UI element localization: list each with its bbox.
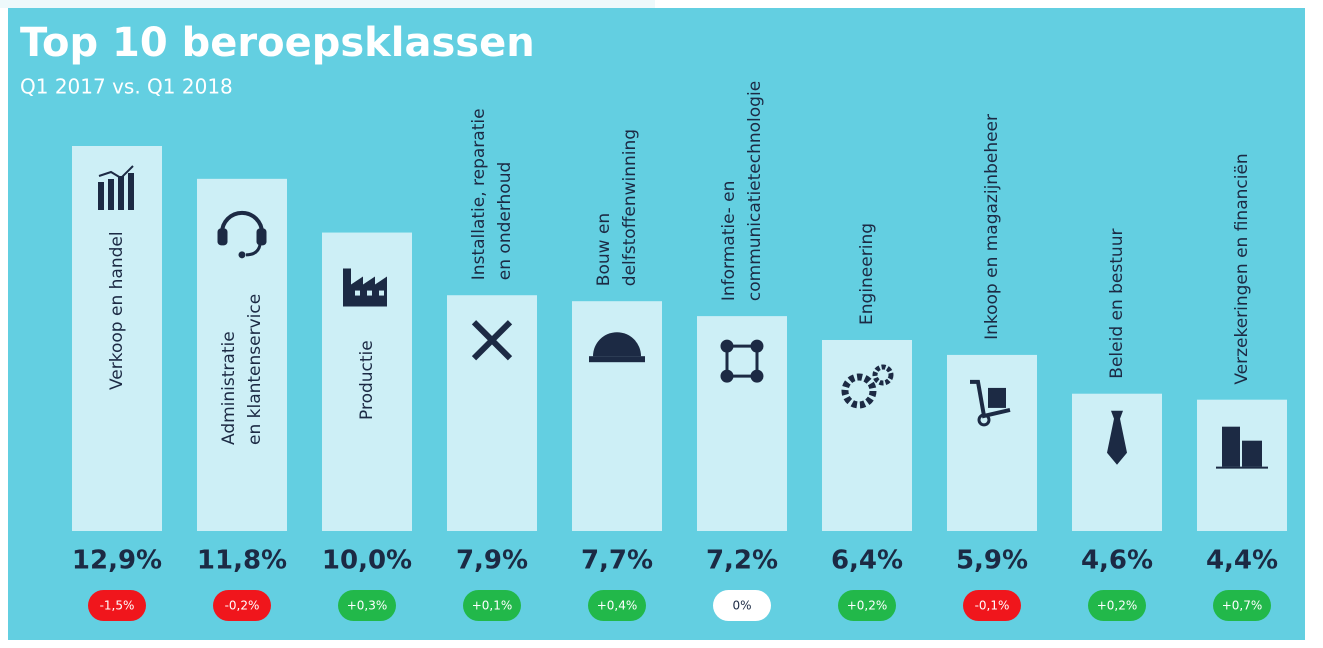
category-label: Productie: [357, 340, 377, 420]
value-label: 7,7%: [581, 546, 653, 576]
category-label: Bouw en: [594, 213, 614, 286]
category-label: Informatie- en: [719, 181, 739, 301]
icon-part: [841, 373, 877, 409]
change-badge: [213, 590, 271, 621]
bar: [822, 339, 912, 531]
icon-part: [589, 356, 645, 363]
icon-part: [720, 369, 734, 383]
bar-icon: [217, 210, 267, 259]
icon-part: [970, 379, 1011, 419]
icon-part: [1242, 440, 1262, 467]
bar-icon: [1107, 410, 1127, 465]
bar-icon: [841, 364, 894, 409]
icon-part: [118, 176, 124, 210]
value-label: 4,6%: [1081, 546, 1153, 576]
change-badge: [463, 590, 521, 621]
bar: [697, 316, 787, 531]
icon-part: [220, 210, 264, 233]
icon-part: [988, 387, 1006, 408]
bar-icon: [970, 379, 1011, 427]
category-label: delfstoffenwinning: [620, 129, 640, 286]
change-badge: [88, 590, 146, 621]
change-label: -1,5%: [100, 599, 135, 613]
icon-part: [355, 290, 360, 296]
icon-part: [750, 339, 764, 353]
change-badge: [1088, 590, 1146, 621]
category-label: Verkoop en handel: [107, 231, 127, 390]
icon-part: [1222, 426, 1240, 467]
change-label: +0,2%: [847, 599, 888, 613]
category-label: Administratie: [219, 331, 239, 445]
chart-subtitle: Q1 2017 vs. Q1 2018: [20, 75, 233, 99]
icon-part: [750, 369, 764, 383]
icon-part: [872, 364, 894, 386]
icon-part: [238, 251, 246, 259]
bar-icon: [1216, 426, 1268, 469]
bar-icon: [98, 165, 134, 210]
value-label: 7,2%: [706, 546, 778, 576]
value-label: 12,9%: [72, 546, 162, 576]
bar: [72, 146, 162, 531]
category-label: Verzekeringen en financiën: [1232, 153, 1252, 384]
change-badge: [338, 590, 396, 621]
chart-title: Top 10 beroepsklassen: [20, 20, 535, 66]
icon-part: [1107, 410, 1127, 465]
value-label: 10,0%: [322, 546, 412, 576]
change-badge: [713, 590, 771, 621]
bar: [447, 295, 537, 531]
change-label: +0,7%: [1222, 599, 1263, 613]
icon-part: [725, 344, 759, 378]
value-label: 7,9%: [456, 546, 528, 576]
change-label: +0,4%: [597, 599, 638, 613]
top-strip: [0, 0, 655, 8]
category-label: Beleid en bestuur: [1107, 229, 1127, 379]
value-label: 4,4%: [1206, 546, 1278, 576]
icon-part: [343, 268, 387, 307]
change-badge: [1213, 590, 1271, 621]
category-label: Inkoop en magazijnbeheer: [982, 114, 1002, 340]
bar-icon: [720, 339, 764, 383]
icon-part: [379, 290, 384, 296]
bar: [197, 178, 287, 531]
change-label: +0,2%: [1097, 599, 1138, 613]
icon-part: [128, 173, 134, 210]
value-label: 11,8%: [197, 546, 287, 576]
change-badge: [588, 590, 646, 621]
category-label: Installatie, reparatie: [469, 108, 489, 280]
change-label: -0,1%: [975, 599, 1010, 613]
icon-part: [108, 179, 114, 210]
category-label: Engineering: [857, 223, 877, 325]
change-badge: [963, 590, 1021, 621]
change-label: 0%: [732, 599, 751, 613]
change-badge: [838, 590, 896, 621]
icon-part: [720, 339, 734, 353]
icon-part: [977, 413, 991, 427]
bar-icon: [343, 268, 387, 307]
icon-part: [367, 290, 372, 296]
bar: [947, 354, 1037, 531]
icon-part: [471, 320, 513, 361]
category-label: en klantenservice: [245, 294, 265, 445]
change-label: -0,2%: [225, 599, 260, 613]
icon-part: [217, 228, 228, 246]
category-label: communicatietechnologie: [745, 81, 765, 301]
icon-part: [98, 165, 134, 180]
value-label: 6,4%: [831, 546, 903, 576]
value-label: 5,9%: [956, 546, 1028, 576]
icon-part: [256, 228, 267, 246]
icon-part: [593, 332, 641, 357]
bar-icon: [589, 332, 645, 363]
icon-part: [245, 244, 262, 257]
category-label: en onderhoud: [495, 162, 515, 281]
change-label: +0,1%: [472, 599, 513, 613]
bar-icon: [471, 320, 513, 361]
change-label: +0,3%: [347, 599, 388, 613]
icon-part: [98, 182, 104, 210]
